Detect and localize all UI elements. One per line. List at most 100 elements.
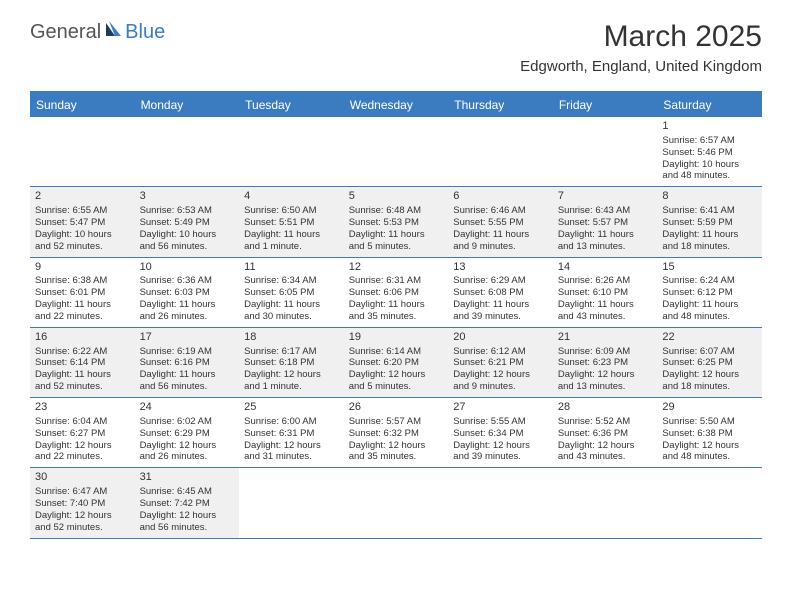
sunset-text: Sunset: 5:57 PM [558,217,653,229]
sunset-text: Sunset: 6:29 PM [140,428,235,440]
sunrise-text: Sunrise: 6:43 AM [558,205,653,217]
sunset-text: Sunset: 6:10 PM [558,287,653,299]
daylight2-text: and 22 minutes. [35,451,130,463]
daylight2-text: and 9 minutes. [453,241,548,253]
daylight2-text: and 52 minutes. [35,241,130,253]
daylight2-text: and 35 minutes. [349,311,444,323]
daylight1-text: Daylight: 11 hours [140,299,235,311]
day-number: 13 [453,261,548,275]
day-cell: 27Sunrise: 5:55 AMSunset: 6:34 PMDayligh… [448,398,553,467]
daylight2-text: and 52 minutes. [35,522,130,534]
day-cell: 13Sunrise: 6:29 AMSunset: 6:08 PMDayligh… [448,258,553,327]
sunrise-text: Sunrise: 5:55 AM [453,416,548,428]
day-number: 16 [35,331,130,345]
daylight2-text: and 48 minutes. [662,311,757,323]
day-number: 31 [140,471,235,485]
header: General Blue March 2025 Edgworth, Englan… [0,0,792,83]
sunset-text: Sunset: 5:53 PM [349,217,444,229]
day-number: 9 [35,261,130,275]
day-cell: 30Sunrise: 6:47 AMSunset: 7:40 PMDayligh… [30,468,135,537]
day-cell: 29Sunrise: 5:50 AMSunset: 6:38 PMDayligh… [657,398,762,467]
day-cell: 31Sunrise: 6:45 AMSunset: 7:42 PMDayligh… [135,468,240,537]
week-row: 23Sunrise: 6:04 AMSunset: 6:27 PMDayligh… [30,398,762,468]
sunset-text: Sunset: 5:49 PM [140,217,235,229]
day-number: 3 [140,190,235,204]
page-title: March 2025 [520,20,762,54]
day-number: 7 [558,190,653,204]
sunrise-text: Sunrise: 6:17 AM [244,346,339,358]
sunset-text: Sunset: 6:36 PM [558,428,653,440]
daylight2-text: and 26 minutes. [140,451,235,463]
daylight2-text: and 18 minutes. [662,241,757,253]
sunrise-text: Sunrise: 6:41 AM [662,205,757,217]
day-cell: 12Sunrise: 6:31 AMSunset: 6:06 PMDayligh… [344,258,449,327]
location-text: Edgworth, England, United Kingdom [520,58,762,75]
day-cell: 3Sunrise: 6:53 AMSunset: 5:49 PMDaylight… [135,187,240,256]
empty-cell [448,468,553,537]
day-number: 26 [349,401,444,415]
daylight1-text: Daylight: 12 hours [558,369,653,381]
day-cell: 9Sunrise: 6:38 AMSunset: 6:01 PMDaylight… [30,258,135,327]
daylight1-text: Daylight: 11 hours [35,369,130,381]
day-number: 29 [662,401,757,415]
day-number: 22 [662,331,757,345]
daylight2-text: and 9 minutes. [453,381,548,393]
day-cell: 14Sunrise: 6:26 AMSunset: 6:10 PMDayligh… [553,258,658,327]
day-header-cell: Saturday [657,93,762,117]
sunset-text: Sunset: 5:46 PM [662,147,757,159]
week-row: 16Sunrise: 6:22 AMSunset: 6:14 PMDayligh… [30,328,762,398]
day-cell: 15Sunrise: 6:24 AMSunset: 6:12 PMDayligh… [657,258,762,327]
sunset-text: Sunset: 6:20 PM [349,357,444,369]
sunset-text: Sunset: 6:23 PM [558,357,653,369]
daylight1-text: Daylight: 11 hours [244,229,339,241]
sunrise-text: Sunrise: 6:02 AM [140,416,235,428]
day-number: 5 [349,190,444,204]
empty-cell [553,468,658,537]
day-number: 25 [244,401,339,415]
day-cell: 7Sunrise: 6:43 AMSunset: 5:57 PMDaylight… [553,187,658,256]
daylight1-text: Daylight: 12 hours [35,510,130,522]
daylight2-text: and 13 minutes. [558,381,653,393]
sunrise-text: Sunrise: 6:57 AM [662,135,757,147]
daylight1-text: Daylight: 11 hours [453,229,548,241]
empty-cell [657,468,762,537]
day-cell: 22Sunrise: 6:07 AMSunset: 6:25 PMDayligh… [657,328,762,397]
day-cell: 4Sunrise: 6:50 AMSunset: 5:51 PMDaylight… [239,187,344,256]
daylight2-text: and 39 minutes. [453,311,548,323]
week-row: 30Sunrise: 6:47 AMSunset: 7:40 PMDayligh… [30,468,762,538]
day-number: 23 [35,401,130,415]
daylight1-text: Daylight: 10 hours [662,159,757,171]
day-cell: 2Sunrise: 6:55 AMSunset: 5:47 PMDaylight… [30,187,135,256]
daylight1-text: Daylight: 12 hours [349,369,444,381]
sunrise-text: Sunrise: 6:12 AM [453,346,548,358]
day-number: 27 [453,401,548,415]
sunrise-text: Sunrise: 6:48 AM [349,205,444,217]
empty-cell [30,117,135,186]
daylight2-text: and 56 minutes. [140,241,235,253]
daylight1-text: Daylight: 11 hours [558,299,653,311]
sunrise-text: Sunrise: 6:31 AM [349,275,444,287]
day-header-cell: Sunday [30,93,135,117]
sunrise-text: Sunrise: 6:53 AM [140,205,235,217]
day-cell: 17Sunrise: 6:19 AMSunset: 6:16 PMDayligh… [135,328,240,397]
day-number: 20 [453,331,548,345]
sunset-text: Sunset: 6:38 PM [662,428,757,440]
empty-cell [553,117,658,186]
sunset-text: Sunset: 6:06 PM [349,287,444,299]
day-number: 19 [349,331,444,345]
week-row: 9Sunrise: 6:38 AMSunset: 6:01 PMDaylight… [30,258,762,328]
daylight1-text: Daylight: 11 hours [558,229,653,241]
sunset-text: Sunset: 5:55 PM [453,217,548,229]
day-number: 1 [662,120,757,134]
sunset-text: Sunset: 6:08 PM [453,287,548,299]
daylight1-text: Daylight: 12 hours [453,369,548,381]
empty-cell [135,117,240,186]
day-number: 17 [140,331,235,345]
sunrise-text: Sunrise: 6:38 AM [35,275,130,287]
logo-text-blue: Blue [125,21,165,44]
sunrise-text: Sunrise: 6:04 AM [35,416,130,428]
daylight2-text: and 52 minutes. [35,381,130,393]
daylight1-text: Daylight: 11 hours [453,299,548,311]
daylight1-text: Daylight: 10 hours [35,229,130,241]
day-number: 10 [140,261,235,275]
